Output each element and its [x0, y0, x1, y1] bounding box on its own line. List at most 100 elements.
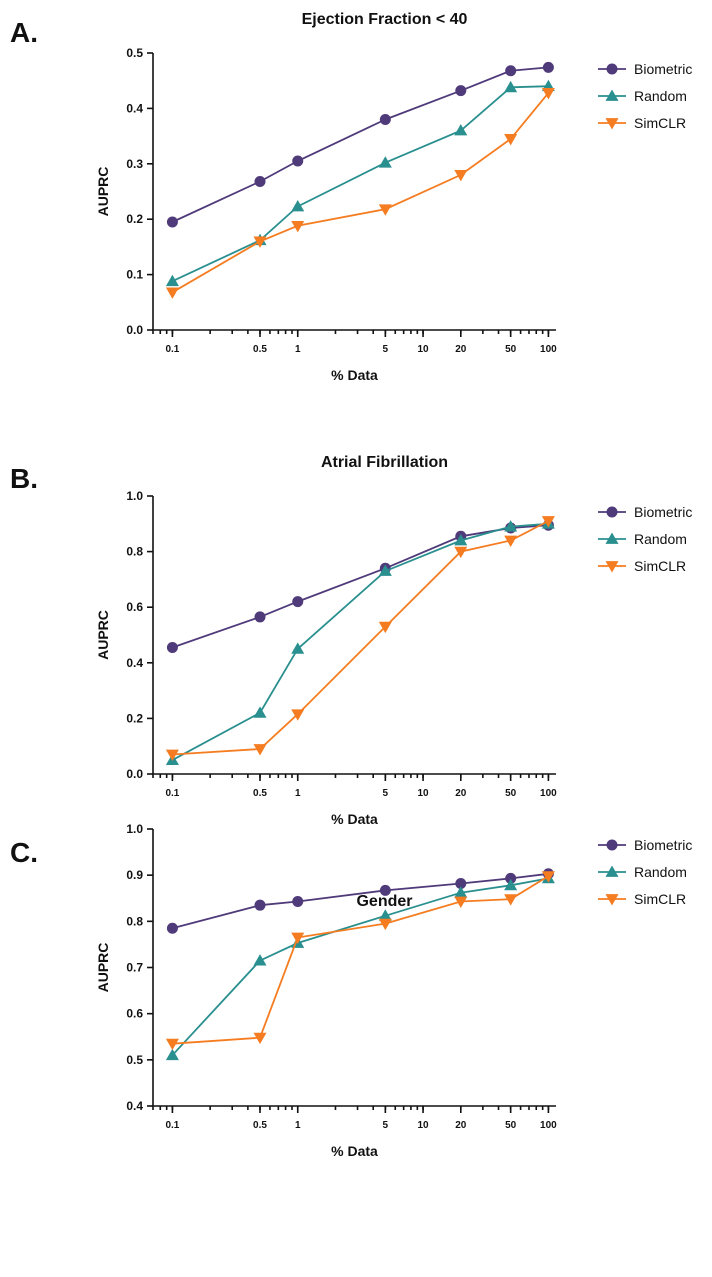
legend-item-biometric: Biometric	[598, 61, 692, 77]
y-tick-label: 0.6	[126, 1007, 143, 1021]
legend-item-random: Random	[598, 531, 687, 547]
data-point-simclr	[291, 932, 305, 944]
data-point-random	[454, 886, 468, 898]
data-point-random	[165, 1048, 179, 1061]
y-tick-label: 0.4	[126, 656, 143, 670]
data-point-biometric	[505, 65, 517, 77]
legend-marker	[606, 506, 618, 518]
x-tick-label: 0.1	[165, 788, 179, 799]
x-tick-label: 10	[418, 1120, 430, 1131]
legend-label: Biometric	[634, 504, 692, 520]
data-point-biometric	[292, 596, 304, 608]
legend-marker	[605, 532, 619, 544]
data-point-random	[253, 706, 267, 718]
y-tick-label: 0.8	[126, 545, 143, 559]
series-line-random	[171, 522, 549, 761]
x-tick-label: 1	[295, 788, 301, 799]
data-point-biometric	[166, 922, 178, 934]
data-point-simclr	[378, 918, 392, 931]
legend-label: SimCLR	[634, 891, 686, 907]
y-axis-label: AUPRC	[95, 167, 111, 217]
chart-panel-b: B. Atrial Fibrillation 0.0 0.2 0.4 0.6 0.8 1.0 0…	[10, 454, 692, 827]
legend-label: Biometric	[634, 61, 692, 77]
y-tick-label: 0.9	[126, 868, 143, 882]
y-tick-label: 0.1	[126, 268, 143, 282]
y-tick-label: 0.2	[126, 711, 143, 725]
legend-marker	[605, 561, 619, 573]
data-point-random	[454, 124, 468, 136]
legend-item-simclr: SimCLR	[598, 115, 686, 131]
x-axis-label: % Data	[331, 367, 378, 383]
series-line-random	[172, 85, 549, 283]
y-axis-label: AUPRC	[95, 943, 111, 993]
x-tick-label: 0.5	[253, 788, 267, 799]
legend-marker	[606, 63, 618, 75]
series-line-biometric	[172, 524, 549, 649]
data-point-simclr	[291, 220, 305, 233]
y-tick-label: 0.0	[126, 767, 143, 781]
data-point-simclr	[541, 88, 555, 100]
x-tick-label: 20	[455, 1120, 467, 1131]
series-line-biometric	[172, 66, 549, 223]
legend-label: Random	[634, 531, 687, 547]
legend-item-biometric: Biometric	[598, 837, 692, 853]
y-tick-label: 0.4	[126, 1099, 143, 1113]
x-tick-label: 20	[455, 788, 467, 799]
y-tick-label: 1.0	[126, 489, 143, 503]
data-point-random	[504, 520, 518, 532]
x-axis-label: % Data	[331, 811, 378, 827]
legend-marker	[605, 118, 619, 130]
series-line-simclr	[171, 92, 550, 294]
chart-title: Gender	[356, 893, 412, 910]
data-point-random	[504, 878, 518, 891]
data-point-biometric	[505, 872, 517, 884]
data-point-random	[165, 274, 179, 287]
data-point-simclr	[504, 535, 518, 547]
x-tick-label: 5	[383, 1120, 389, 1131]
legend-item-biometric: Biometric	[598, 504, 692, 520]
x-tick-label: 1	[295, 344, 301, 355]
legend-item-simclr: SimCLR	[598, 558, 686, 574]
legend-item-simclr: SimCLR	[598, 891, 686, 907]
panel-letter: C.	[10, 837, 38, 868]
data-point-simclr	[253, 1032, 267, 1045]
legend-marker	[606, 839, 618, 851]
data-point-simclr	[454, 546, 468, 559]
data-point-biometric	[166, 216, 178, 228]
y-tick-label: 0.0	[126, 323, 143, 337]
panel-letter: A.	[10, 17, 38, 48]
y-axis-label: AUPRC	[95, 610, 111, 660]
chart-panel-a: A. Ejection Fraction < 40 0.0 0.1 0.2 0.3 0.4 0…	[10, 11, 692, 383]
y-tick-label: 1.0	[126, 822, 143, 836]
data-point-biometric	[254, 611, 266, 623]
data-point-biometric	[455, 85, 467, 97]
x-tick-label: 50	[505, 788, 517, 799]
data-point-simclr	[454, 170, 468, 182]
legend-marker	[605, 89, 619, 101]
x-tick-label: 5	[383, 788, 389, 799]
x-tick-label: 5	[383, 344, 389, 355]
x-tick-label: 0.1	[165, 1120, 179, 1131]
data-point-random	[291, 642, 305, 654]
data-point-biometric	[254, 176, 266, 188]
data-point-simclr	[253, 236, 267, 248]
data-point-simclr	[165, 1038, 179, 1051]
data-point-random	[253, 954, 267, 966]
legend-label: Random	[634, 864, 687, 880]
data-point-biometric	[254, 899, 266, 911]
data-point-simclr	[541, 871, 555, 883]
data-point-random	[454, 533, 468, 546]
x-axis-label: % Data	[331, 1143, 378, 1159]
data-point-biometric	[379, 884, 391, 896]
panel-letter: B.	[10, 463, 38, 494]
x-tick-label: 10	[418, 344, 430, 355]
x-tick-label: 100	[540, 344, 557, 355]
y-tick-label: 0.7	[126, 961, 143, 975]
x-tick-label: 0.5	[253, 1120, 267, 1131]
data-point-simclr	[504, 894, 518, 906]
data-point-simclr	[165, 287, 179, 299]
data-point-random	[378, 564, 392, 576]
series-line-simclr	[172, 520, 549, 756]
data-point-simclr	[504, 133, 518, 146]
